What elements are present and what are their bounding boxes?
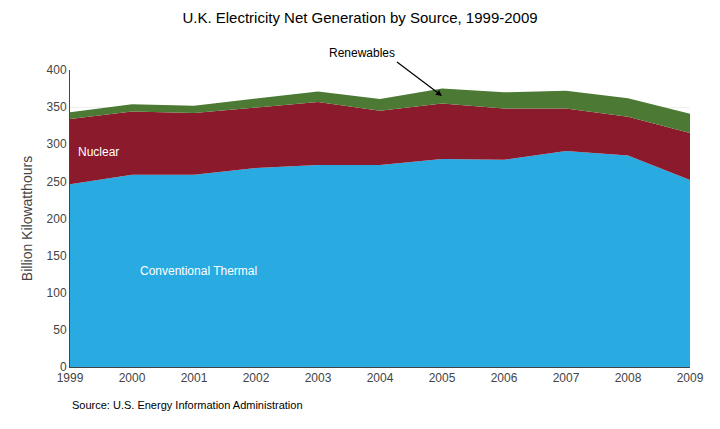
svg-text:50: 50 — [53, 323, 67, 337]
svg-text:400: 400 — [47, 63, 67, 77]
svg-text:2009: 2009 — [677, 371, 704, 385]
svg-text:2005: 2005 — [429, 371, 456, 385]
svg-text:U.K. Electricity Net Generatio: U.K. Electricity Net Generation by Sourc… — [182, 9, 537, 26]
svg-text:350: 350 — [47, 100, 67, 114]
svg-text:250: 250 — [47, 175, 67, 189]
svg-text:1999: 1999 — [57, 371, 84, 385]
svg-text:2001: 2001 — [181, 371, 208, 385]
svg-text:2008: 2008 — [615, 371, 642, 385]
svg-text:2002: 2002 — [243, 371, 270, 385]
svg-text:150: 150 — [47, 249, 67, 263]
svg-text:Source: U.S. Energy Informatio: Source: U.S. Energy Information Administ… — [72, 399, 303, 411]
svg-text:2007: 2007 — [553, 371, 580, 385]
svg-text:Nuclear: Nuclear — [78, 145, 119, 159]
svg-text:Billion Kilowatthours: Billion Kilowatthours — [19, 156, 35, 281]
svg-text:200: 200 — [47, 212, 67, 226]
svg-text:100: 100 — [47, 286, 67, 300]
svg-text:2000: 2000 — [119, 371, 146, 385]
svg-text:0: 0 — [60, 360, 67, 374]
svg-text:300: 300 — [47, 137, 67, 151]
svg-text:Renewables: Renewables — [329, 46, 395, 60]
svg-text:2004: 2004 — [367, 371, 394, 385]
svg-text:Conventional Thermal: Conventional Thermal — [140, 264, 257, 278]
svg-text:2006: 2006 — [491, 371, 518, 385]
svg-text:2003: 2003 — [305, 371, 332, 385]
